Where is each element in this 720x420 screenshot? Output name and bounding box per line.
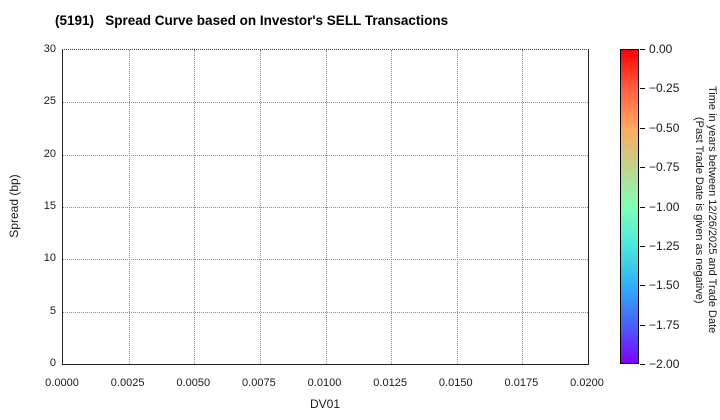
colorbar-tick-label: −0.50 [649, 120, 680, 135]
x-axis-label: DV01 [309, 397, 341, 411]
y-axis-tick-label: 30 [43, 43, 56, 55]
colorbar-tick-label: −1.00 [649, 199, 680, 214]
chart-title: (5191) Spread Curve based on Investor's … [55, 13, 449, 28]
x-axis-tick-label: 0.0000 [45, 377, 79, 389]
colorbar-tick-label: −0.75 [649, 160, 680, 175]
colorbar-title-line2: (Past Trade Date is given as negative) [693, 116, 705, 304]
colorbar-tick [640, 285, 645, 287]
colorbar-tick [640, 88, 645, 90]
x-axis-tick-label: 0.0150 [438, 377, 473, 389]
colorbar-tick-label: −1.50 [649, 278, 680, 293]
x-axis-tick-label: 0.0050 [176, 377, 211, 389]
colorbar-tick [640, 206, 645, 208]
y-axis-tick-label: 5 [49, 304, 56, 317]
colorbar-tick [640, 364, 645, 365]
x-axis-tick-label: 0.0025 [110, 377, 145, 389]
colorbar-tick-label: −2.00 [649, 357, 680, 371]
gridline-horizontal [63, 259, 588, 261]
colorbar-tick [640, 167, 645, 169]
x-axis-tick-label: 0.0175 [504, 377, 539, 389]
colorbar-tick [640, 49, 645, 50]
colorbar-tick-label: −0.25 [649, 81, 680, 96]
y-axis-tick-label: 20 [43, 147, 56, 160]
x-axis-tick-label: 0.0200 [570, 377, 604, 389]
gridline-horizontal [63, 154, 588, 156]
x-axis-tick-label: 0.0125 [373, 377, 407, 389]
y-axis-tick-label: 25 [43, 95, 56, 108]
colorbar-tick [640, 324, 645, 326]
gridline-horizontal [63, 311, 588, 313]
colorbar-tick [640, 127, 645, 129]
colorbar-gradient [620, 49, 639, 364]
colorbar-tick-label: −1.75 [649, 317, 680, 332]
colorbar-title: Time in years between 12/26/2025 and Tra… [690, 45, 718, 375]
x-axis-tick-label: 0.0100 [307, 377, 342, 389]
colorbar-tick [640, 245, 645, 247]
colorbar-tick-label: −1.25 [649, 238, 680, 253]
gridline-horizontal [63, 102, 588, 104]
y-axis-tick-label: 15 [43, 200, 56, 212]
x-axis-tick-label: 0.0075 [242, 377, 276, 389]
colorbar-tick-label: 0.00 [649, 42, 673, 56]
colorbar-title-line1: Time in years between 12/26/2025 and Tra… [706, 86, 718, 334]
y-axis-tick-label: 0 [49, 357, 56, 369]
gridline-horizontal [63, 207, 588, 208]
y-axis-tick-label: 10 [43, 252, 56, 265]
plot-area [62, 49, 589, 365]
